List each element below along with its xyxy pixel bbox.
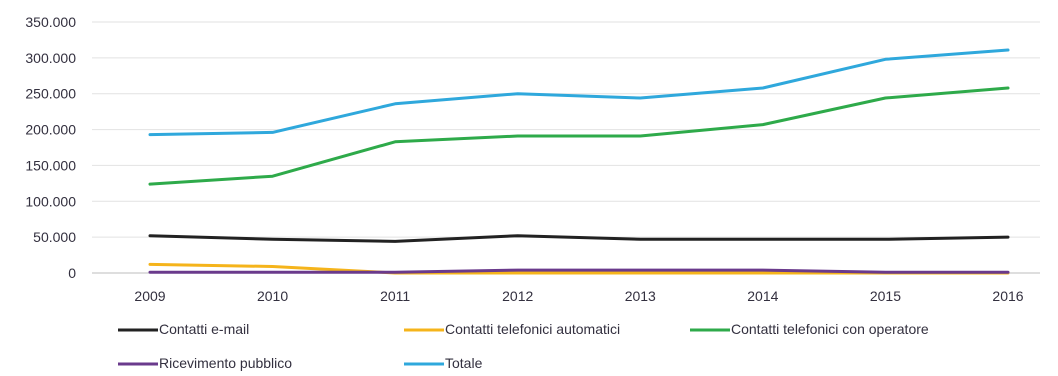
x-tick-label: 2012 [502, 288, 533, 304]
x-tick-label: 2016 [992, 288, 1023, 304]
series-lines [148, 48, 1010, 275]
x-tick-label: 2010 [257, 288, 288, 304]
legend-label: Contatti telefonici con operatore [731, 321, 929, 337]
y-tick-label: 300.000 [25, 50, 76, 66]
x-tick-label: 2011 [380, 288, 410, 304]
x-tick-label: 2014 [747, 288, 778, 304]
legend-label: Totale [445, 355, 483, 371]
series-line-4 [148, 268, 1010, 274]
series-line-3 [148, 86, 1010, 186]
y-tick-label: 0 [68, 265, 76, 281]
y-axis-ticks: 0 50.000 100.000 150.000 200.000 250.000 300.0… [25, 14, 76, 281]
x-tick-label: 2009 [134, 288, 165, 304]
x-tick-label: 2013 [625, 288, 656, 304]
y-tick-label: 250.000 [25, 86, 76, 102]
y-tick-label: 350.000 [25, 14, 76, 30]
legend-label: Ricevimento pubblico [159, 355, 292, 371]
series-line-5 [148, 48, 1010, 137]
legend-label: Contatti e-mail [159, 321, 249, 337]
y-tick-label: 50.000 [33, 229, 76, 245]
y-tick-label: 150.000 [25, 157, 76, 173]
series-line-1 [148, 234, 1010, 243]
x-axis-ticks: 2009 2010 2011 2012 2013 2014 2015 2016 [134, 288, 1023, 304]
y-tick-label: 200.000 [25, 122, 76, 138]
legend: Contatti e-mail Contatti telefonici autom… [118, 321, 929, 371]
x-tick-label: 2015 [870, 288, 901, 304]
y-tick-label: 100.000 [25, 193, 76, 209]
legend-label: Contatti telefonici automatici [445, 321, 620, 337]
